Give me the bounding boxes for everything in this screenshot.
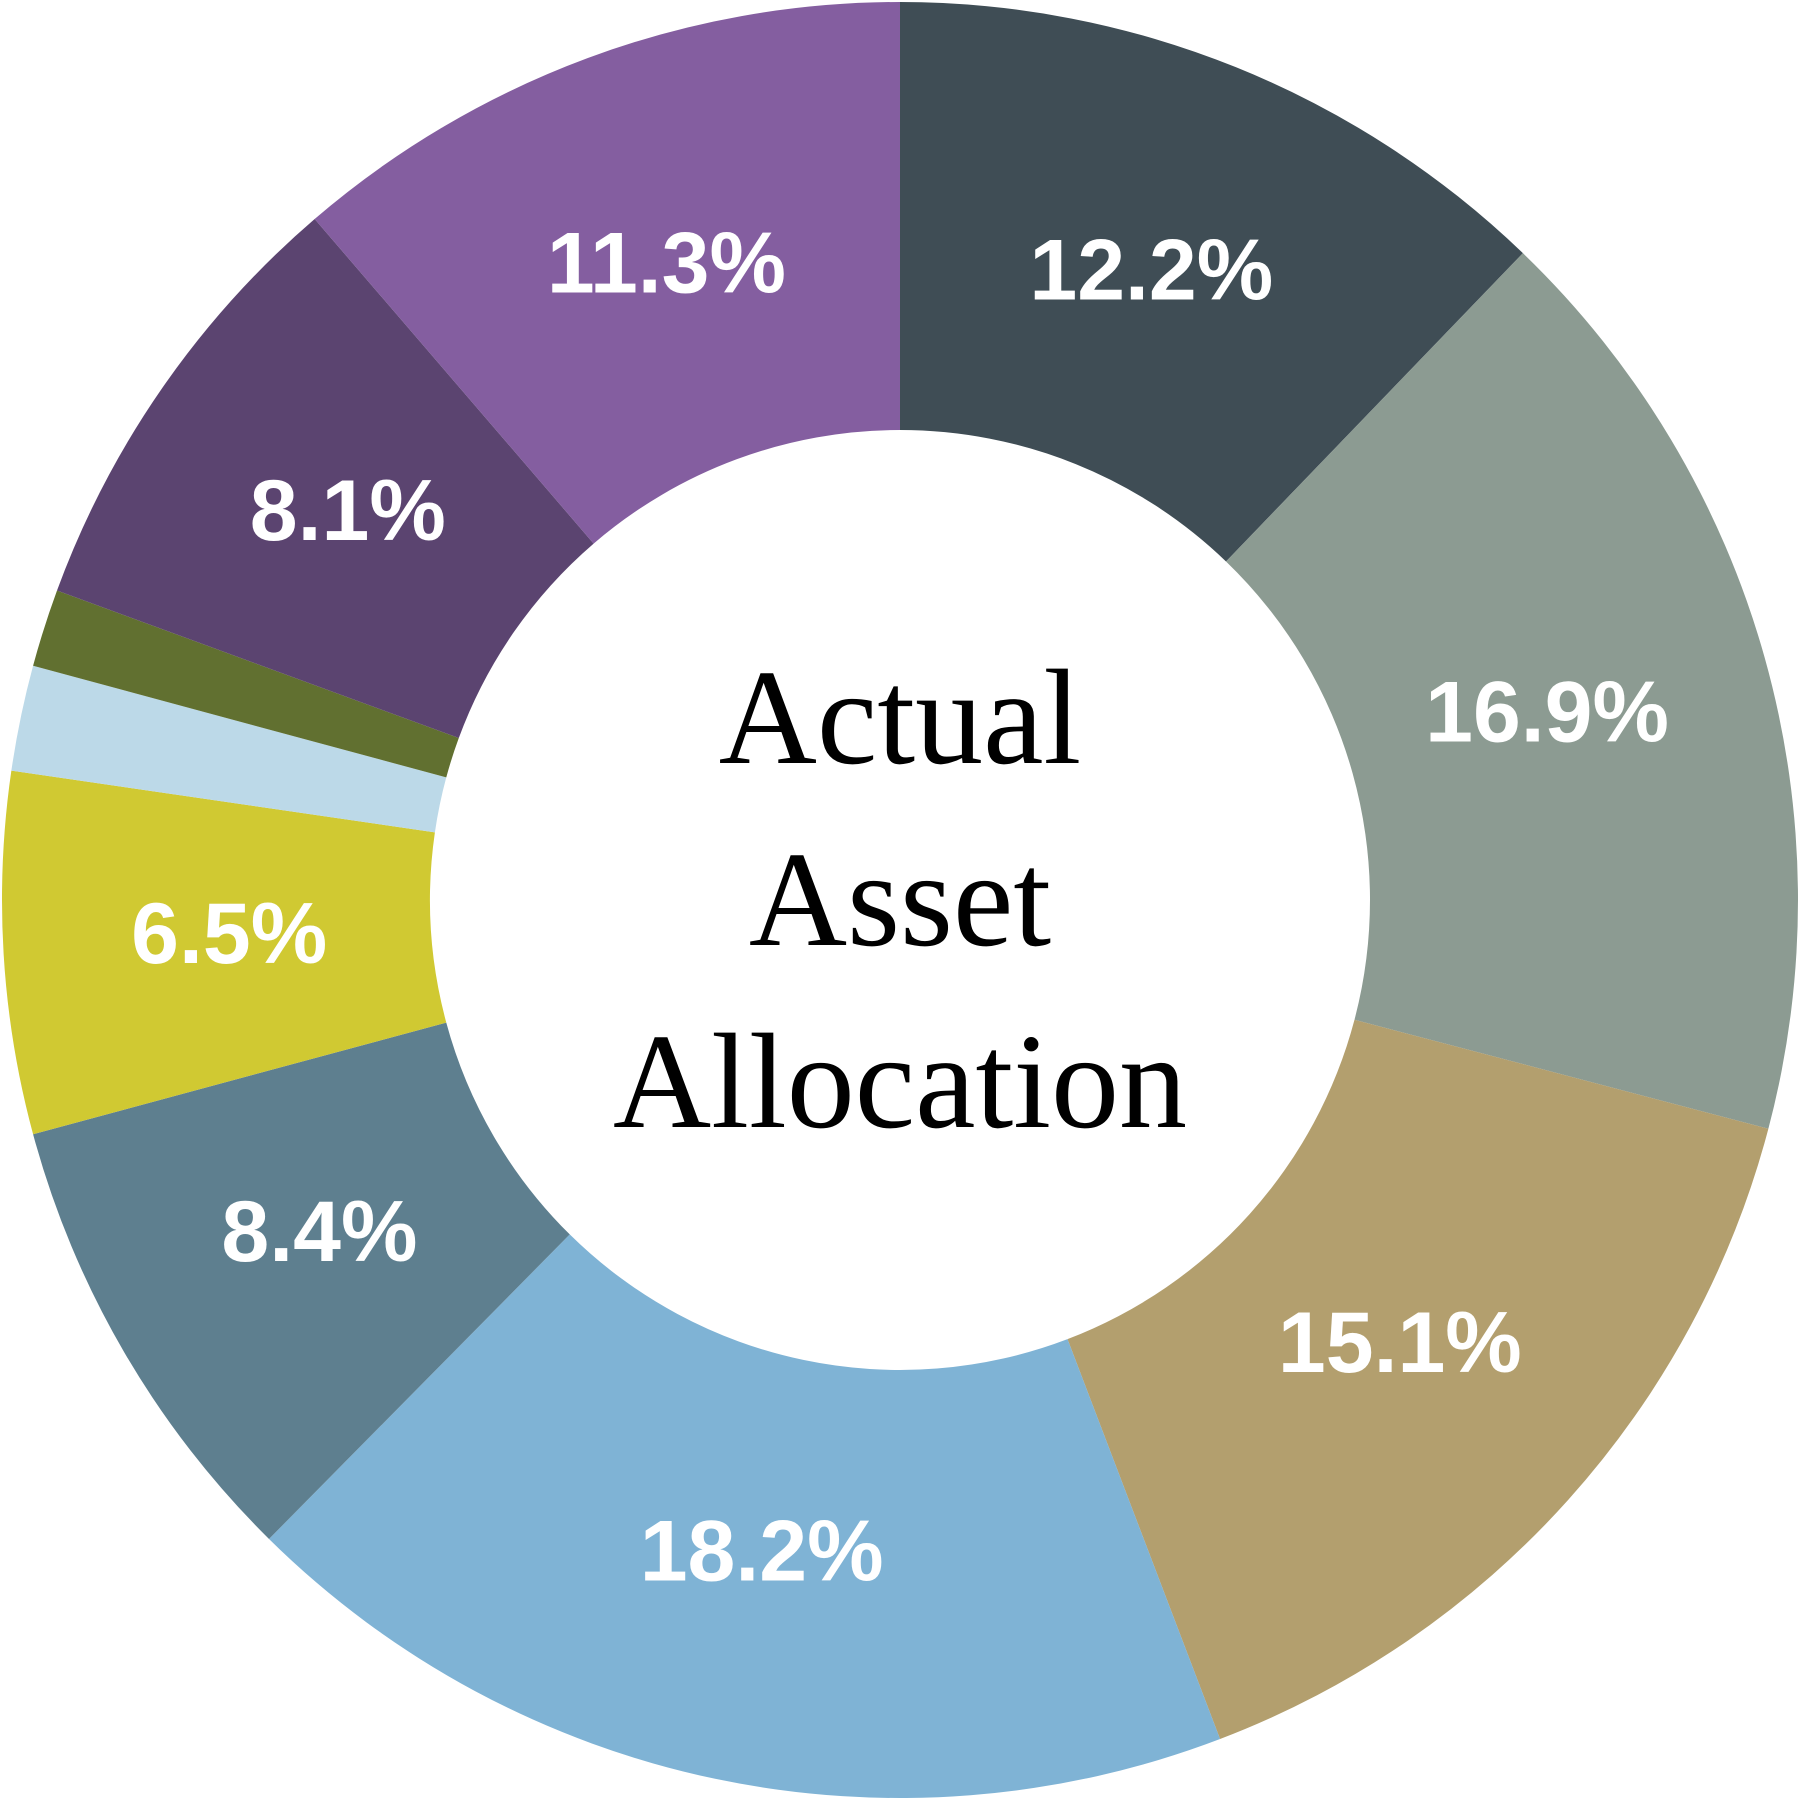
data-label: 15.1% — [1278, 1295, 1522, 1391]
data-label: 8.1% — [250, 463, 446, 559]
data-label: 6.5% — [131, 886, 327, 982]
donut-segment — [900, 2, 1523, 562]
data-label: 11.3% — [547, 216, 786, 312]
donut-segment — [1067, 1019, 1769, 1740]
donut-segment — [33, 590, 459, 778]
data-label: 18.2% — [640, 1503, 884, 1599]
data-label: 16.9% — [1425, 664, 1669, 760]
data-label: 8.4% — [221, 1184, 417, 1280]
data-label: 12.2% — [1029, 222, 1273, 318]
donut-segment — [33, 1022, 570, 1539]
donut-segment — [57, 218, 594, 739]
donut-segment — [1226, 253, 1798, 1129]
donut-segment — [269, 1234, 1221, 1798]
donut-segment — [1, 770, 447, 1135]
donut-segment — [11, 665, 447, 833]
donut-segment — [314, 1, 900, 544]
chart-title: Actual Asset Allocation — [612, 643, 1188, 1157]
